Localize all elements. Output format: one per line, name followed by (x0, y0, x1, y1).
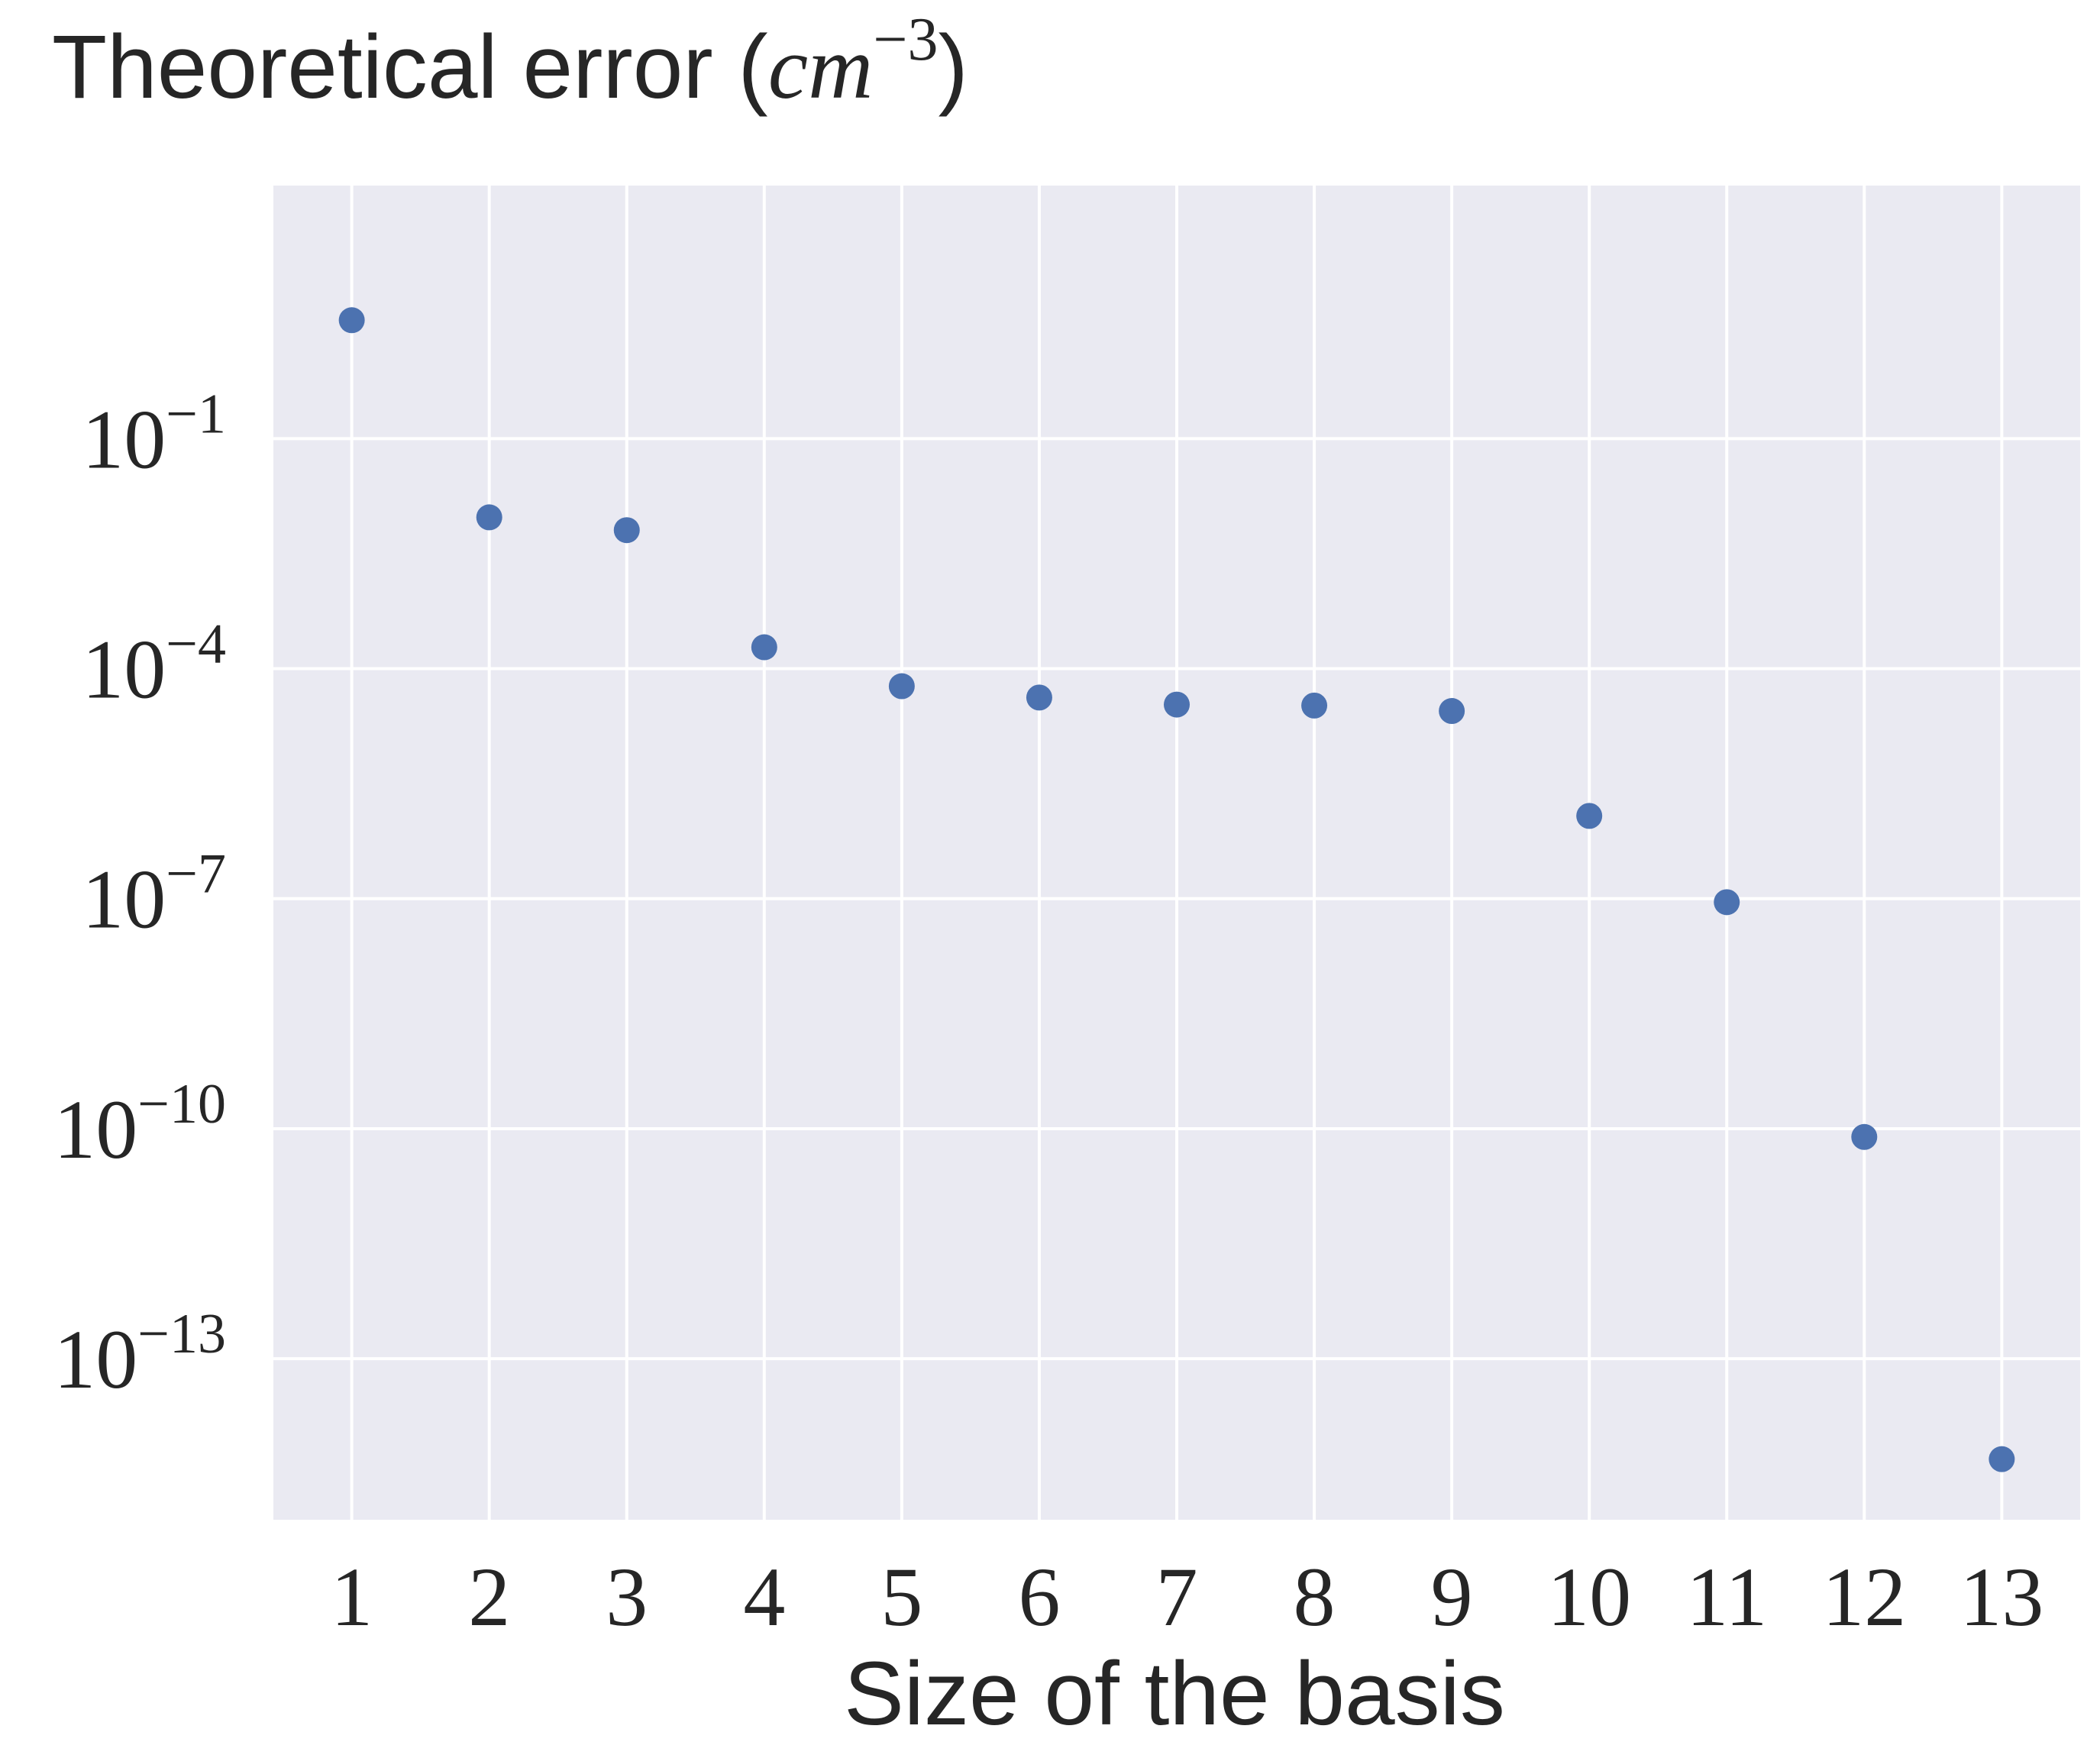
data-point (1714, 889, 1740, 916)
data-point (751, 634, 777, 661)
chart-title: Theoretical error (cm−3) (52, 6, 968, 118)
y-tick-exponent: −13 (137, 1303, 226, 1365)
data-point (1576, 803, 1603, 829)
data-point (1164, 691, 1190, 718)
data-point (1301, 692, 1328, 719)
x-tick-label: 1 (331, 1550, 373, 1643)
y-tick-exponent: −4 (166, 613, 226, 676)
x-tick-label: 2 (468, 1550, 510, 1643)
x-tick-label: 7 (1156, 1550, 1198, 1643)
y-tick-label: 10−13 (53, 1303, 226, 1406)
chart-title-math-base: cm (768, 18, 874, 118)
chart-title-close: ) (938, 17, 968, 118)
y-tick-base: 10 (53, 1313, 137, 1406)
data-point (1989, 1446, 2015, 1472)
x-tick-labels: 1 2 3 4 5 6 7 8 9 10 11 12 13 (331, 1550, 2043, 1643)
x-tick-label: 3 (606, 1550, 648, 1643)
x-tick-label: 12 (1822, 1550, 1906, 1643)
y-tick-base: 10 (53, 1083, 137, 1176)
x-tick-label: 8 (1294, 1550, 1336, 1643)
y-tick-label: 10−7 (82, 843, 226, 946)
svg-text:Theoretical error (cm−3): Theoretical error (cm−3) (52, 6, 968, 118)
y-tick-base: 10 (82, 393, 166, 486)
x-tick-label: 11 (1686, 1550, 1767, 1643)
y-tick-label: 10−10 (53, 1073, 226, 1176)
y-tick-exponent: −7 (166, 843, 226, 906)
data-point (1439, 698, 1465, 725)
x-tick-label: 13 (1959, 1550, 2043, 1643)
data-point (476, 504, 502, 531)
data-point (888, 673, 915, 700)
x-tick-label: 5 (880, 1550, 922, 1643)
data-point (613, 517, 640, 544)
y-tick-label: 10−1 (82, 383, 226, 486)
y-tick-exponent: −10 (137, 1073, 226, 1136)
y-tick-base: 10 (82, 623, 166, 716)
data-points (338, 307, 2015, 1472)
x-axis-label: Size of the basis (844, 1643, 1505, 1744)
x-tick-label: 9 (1431, 1550, 1473, 1643)
x-tick-label: 6 (1018, 1550, 1060, 1643)
chart-title-math-exp: −3 (873, 6, 938, 73)
grid (273, 186, 2080, 1520)
data-point (1026, 684, 1052, 711)
y-tick-base: 10 (82, 853, 166, 946)
x-tick-label: 10 (1547, 1550, 1631, 1643)
y-tick-label: 10−4 (82, 613, 226, 716)
data-point (1851, 1123, 1878, 1150)
chart-title-text: Theoretical error ( (52, 17, 768, 118)
y-tick-exponent: −1 (166, 383, 226, 445)
x-tick-label: 4 (743, 1550, 785, 1643)
data-point (338, 307, 365, 334)
